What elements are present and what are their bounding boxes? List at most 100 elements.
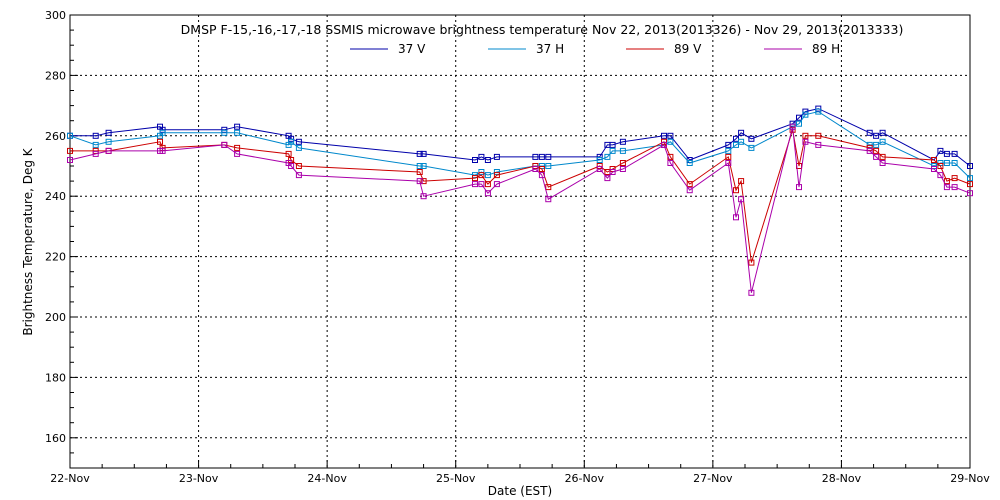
x-tick-label: 25-Nov	[436, 472, 476, 485]
data-point-89-h	[661, 141, 667, 148]
series-89-h	[67, 123, 973, 296]
data-point-37-h	[873, 141, 880, 148]
data-point-37-h	[105, 138, 112, 145]
data-point-89-v	[619, 160, 626, 166]
data-point-89-v	[815, 132, 822, 139]
data-point-89-v	[157, 138, 163, 145]
data-point-89-h	[67, 157, 73, 163]
data-point-89-h	[725, 160, 732, 166]
data-point-37-v	[105, 129, 112, 136]
data-point-89-h	[815, 141, 822, 148]
data-point-37-v	[234, 123, 241, 130]
data-point-37-h	[943, 160, 950, 166]
data-point-89-h	[221, 141, 228, 148]
data-point-37-h	[478, 169, 485, 175]
data-point-89-h	[532, 166, 539, 172]
data-point-37-v	[619, 138, 626, 145]
data-point-37-h	[879, 138, 886, 145]
data-point-37-v	[596, 153, 603, 160]
data-point-89-v	[493, 172, 500, 179]
data-point-37-h	[967, 175, 973, 182]
data-point-37-v	[484, 157, 491, 163]
axis-ticks	[69, 14, 971, 468]
data-point-89-h	[733, 214, 739, 221]
data-point-89-v	[967, 181, 973, 188]
data-point-89-v	[725, 153, 732, 160]
x-tick-label: 27-Nov	[693, 472, 733, 485]
data-point-37-v	[478, 153, 485, 160]
data-point-89-v	[873, 147, 880, 154]
data-point-37-v	[545, 153, 552, 160]
data-point-89-h	[738, 196, 745, 203]
data-point-89-v	[879, 153, 886, 160]
data-point-37-h	[545, 163, 552, 169]
data-point-89-h	[596, 166, 603, 172]
data-point-89-h	[234, 150, 241, 157]
data-point-89-v	[661, 138, 667, 145]
data-point-89-h	[92, 150, 99, 157]
data-point-37-h	[619, 147, 626, 154]
data-point-89-v	[943, 178, 950, 185]
data-point-89-v	[295, 163, 302, 169]
data-point-37-h	[416, 163, 423, 169]
data-point-37-h	[733, 141, 739, 148]
y-tick-label: 280	[45, 69, 66, 82]
data-point-37-v	[866, 129, 873, 136]
y-tick-label: 300	[45, 9, 66, 22]
data-point-89-v	[416, 169, 423, 175]
plot-area-frame	[69, 14, 971, 469]
data-point-89-h	[545, 196, 552, 203]
data-point-89-v	[738, 178, 745, 185]
x-tick-label: 23-Nov	[179, 472, 219, 485]
data-point-89-h	[493, 181, 500, 188]
data-point-37-v	[951, 150, 958, 157]
data-point-89-v	[472, 175, 478, 182]
data-point-89-h	[609, 169, 616, 175]
data-point-37-h	[951, 160, 958, 166]
data-point-37-v	[532, 153, 539, 160]
data-point-37-h	[738, 138, 745, 145]
data-point-89-h	[604, 175, 611, 182]
data-point-89-h	[951, 184, 958, 191]
data-point-89-v	[748, 259, 755, 266]
data-point-37-h	[221, 129, 228, 136]
y-tick-label: 180	[45, 371, 66, 384]
x-tick-label: 29-Nov	[950, 472, 990, 485]
data-point-37-h	[725, 147, 732, 154]
data-point-37-h	[159, 129, 166, 136]
x-tick-label: 24-Nov	[307, 472, 347, 485]
data-point-37-h	[748, 144, 755, 151]
data-point-37-v	[661, 132, 667, 139]
data-point-37-v	[472, 157, 478, 163]
data-point-89-v	[545, 184, 552, 191]
series-37-v	[67, 105, 973, 169]
data-point-89-h	[667, 160, 674, 166]
data-point-89-v	[285, 150, 292, 157]
data-point-37-v	[796, 114, 802, 121]
data-point-89-h	[943, 184, 950, 191]
grid-lines	[70, 15, 970, 468]
data-point-89-v	[234, 144, 241, 151]
data-point-37-h	[67, 132, 73, 139]
data-point-89-h	[105, 147, 112, 154]
data-point-89-h	[686, 187, 693, 194]
data-point-89-v	[420, 178, 427, 185]
data-point-37-h	[686, 160, 693, 166]
x-tick-label: 22-Nov	[50, 472, 90, 485]
data-point-89-v	[686, 181, 693, 188]
data-point-37-h	[92, 141, 99, 148]
data-point-37-v	[943, 150, 950, 157]
data-point-37-h	[604, 153, 611, 160]
data-point-37-h	[815, 108, 822, 115]
data-point-89-v	[484, 181, 491, 188]
y-tick-label: 260	[45, 130, 66, 143]
data-point-89-v	[478, 172, 485, 179]
data-point-37-h	[420, 163, 427, 169]
legend-label-37-v: 37 V	[398, 42, 426, 56]
data-point-37-h	[796, 120, 802, 127]
data-point-89-h	[879, 160, 886, 166]
series-line-37-h	[69, 111, 971, 179]
data-point-89-h	[748, 289, 755, 296]
data-point-37-h	[802, 111, 809, 118]
